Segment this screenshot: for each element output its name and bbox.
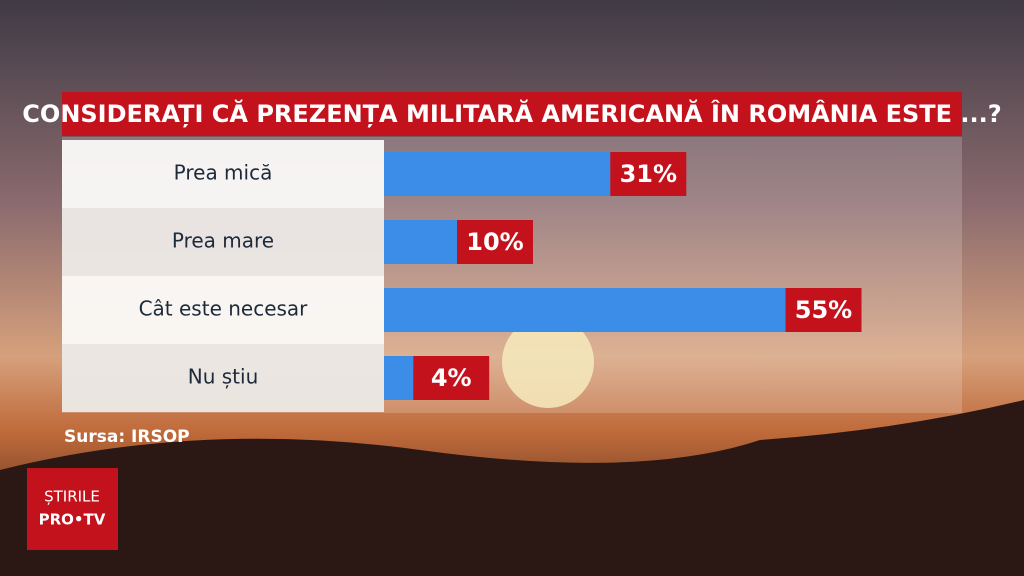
logo-line: PRO•TV [39,511,106,529]
category-label: Prea mică [174,161,273,185]
value-label-box [785,288,862,332]
source: Sursa: IRSOP [64,427,190,447]
hills [0,400,1024,576]
bar [384,152,611,196]
chart-title: CONSIDERAȚI CĂ PREZENȚA MILITARĂ AMERICA… [22,98,1001,128]
category-cell [62,208,384,276]
category-label: Prea mare [172,229,274,253]
value-label: 10% [466,228,523,256]
title-band [62,92,962,136]
category-cell [62,344,384,412]
chart: Prea mică 31% Prea mare 10% Cât este necesar… [62,140,862,412]
sun [502,316,594,408]
category-cell [62,140,384,208]
logo-line: ȘTIRILE [44,488,100,506]
value-label-box [457,220,533,264]
category-label: Cât este necesar [139,297,309,321]
value-label: 55% [795,296,852,324]
value-label: 31% [620,160,677,188]
value-label: 4% [431,364,472,392]
bar [384,288,786,332]
category-label: Nu știu [188,365,259,389]
value-label-box [610,152,687,196]
bar [384,220,457,264]
bar [384,356,414,400]
value-label-box [413,356,490,400]
category-cell [62,276,384,344]
logo-box [27,468,118,550]
